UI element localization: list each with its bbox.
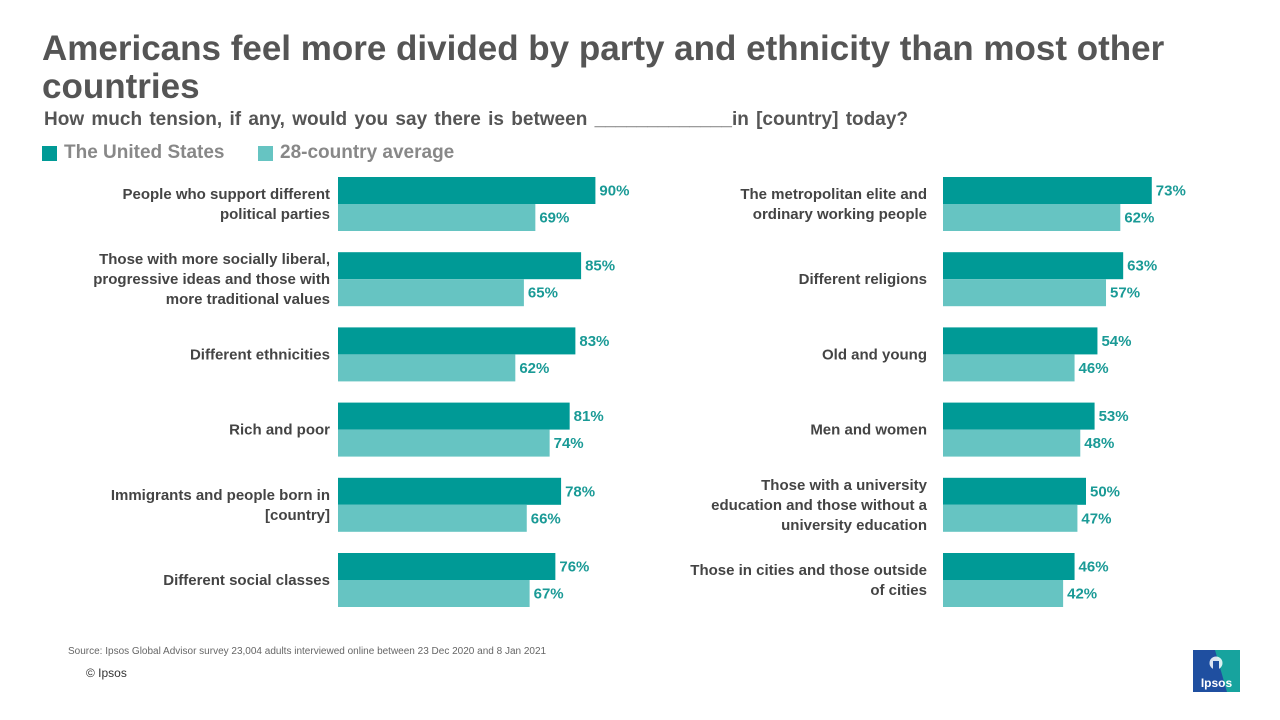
data-label-us-p1-3: 83% <box>579 333 609 350</box>
data-label-us-p1-6: 76% <box>559 559 589 576</box>
legend-swatch-average <box>258 145 273 161</box>
category-label-p2-5: Those with a university education and tho… <box>711 477 927 534</box>
data-label-us-p2-6: 46% <box>1079 559 1109 576</box>
legend-item-us: The United States <box>42 142 224 164</box>
data-label-us-p1-4: 81% <box>574 408 604 425</box>
category-label-p1-1: People who support different political pa… <box>122 186 330 223</box>
data-label-average-p2-1: 62% <box>1124 210 1154 227</box>
ipsos-logo: Ipsos <box>1193 650 1240 692</box>
bar-us-p1-6 <box>338 553 556 580</box>
copyright: © Ipsos <box>86 666 127 680</box>
data-label-average-p1-5: 66% <box>531 510 561 527</box>
bar-us-p1-5 <box>338 477 562 505</box>
bar-average-p1-4 <box>338 429 550 457</box>
data-label-average-p2-2: 57% <box>1110 285 1140 302</box>
bar-us-p2-6 <box>943 553 1075 580</box>
bar-us-p1-3 <box>338 327 576 355</box>
category-label-p1-3: Different ethnicities <box>190 346 330 363</box>
bar-average-p2-3 <box>943 354 1075 382</box>
chart-subtitle: How much tension, if any, would you say … <box>44 109 908 130</box>
bar-average-p1-3 <box>338 354 516 382</box>
data-label-us-p2-2: 63% <box>1127 258 1157 275</box>
data-label-us-p2-1: 73% <box>1156 183 1186 200</box>
category-label-p2-6: Those in cities and those outside of citi… <box>690 562 927 599</box>
category-label-p2-4: Men and women <box>810 422 927 439</box>
bar-us-p1-1 <box>338 177 596 204</box>
legend-label-us: The United States <box>64 142 225 163</box>
bar-us-p1-2 <box>338 252 582 280</box>
bar-average-p2-6 <box>943 580 1064 607</box>
chart-title: Americans feel more divided by party and… <box>42 29 1165 106</box>
data-label-average-p2-6: 42% <box>1067 586 1097 603</box>
data-label-average-p1-4: 74% <box>554 435 584 452</box>
svg-text:Ipsos: Ipsos <box>1201 676 1233 690</box>
data-label-us-p1-2: 85% <box>585 258 615 275</box>
data-label-average-p2-3: 46% <box>1079 360 1109 377</box>
legend-label-average: 28-country average <box>280 142 455 163</box>
bar-average-p2-4 <box>943 429 1081 457</box>
bar-average-p2-5 <box>943 504 1078 532</box>
category-label-p1-5: Immigrants and people born in [country] <box>111 487 330 524</box>
bar-us-p2-1 <box>943 177 1152 204</box>
data-label-average-p1-3: 62% <box>519 360 549 377</box>
bar-us-p2-5 <box>943 477 1086 505</box>
data-label-average-p1-1: 69% <box>539 210 569 227</box>
category-label-p1-4: Rich and poor <box>229 422 330 439</box>
legend-swatch-us <box>42 145 57 161</box>
bar-us-p2-2 <box>943 252 1124 280</box>
bar-chart: 90% 69% People who support different politi… <box>93 177 1186 607</box>
data-label-us-p1-5: 78% <box>565 483 595 500</box>
bar-average-p1-2 <box>338 279 524 307</box>
bar-average-p1-5 <box>338 504 527 532</box>
legend-item-average: 28-country average <box>258 142 454 164</box>
data-label-us-p2-4: 53% <box>1099 408 1129 425</box>
category-label-p2-3: Old and young <box>822 346 927 363</box>
bar-average-p2-1 <box>943 204 1121 231</box>
bar-us-p2-4 <box>943 402 1095 430</box>
data-label-average-p1-6: 67% <box>534 586 564 603</box>
category-label-p1-2: Those with more socially liberal, progres… <box>93 251 330 308</box>
data-label-us-p2-3: 54% <box>1101 333 1131 350</box>
bar-average-p1-6 <box>338 580 530 607</box>
category-label-p1-6: Different social classes <box>163 572 330 589</box>
data-label-average-p2-4: 48% <box>1084 435 1114 452</box>
bar-us-p1-4 <box>338 402 570 430</box>
bar-average-p2-2 <box>943 279 1107 307</box>
bar-us-p2-3 <box>943 327 1098 355</box>
data-label-us-p1-1: 90% <box>599 183 629 200</box>
category-label-p2-1: The metropolitan elite and ordinary worki… <box>740 186 927 223</box>
data-label-us-p2-5: 50% <box>1090 483 1120 500</box>
data-label-average-p2-5: 47% <box>1081 510 1111 527</box>
bar-average-p1-1 <box>338 204 536 231</box>
data-label-average-p1-2: 65% <box>528 285 558 302</box>
category-label-p2-2: Different religions <box>799 271 927 288</box>
source-note: Source: Ipsos Global Advisor survey 23,0… <box>68 646 547 657</box>
